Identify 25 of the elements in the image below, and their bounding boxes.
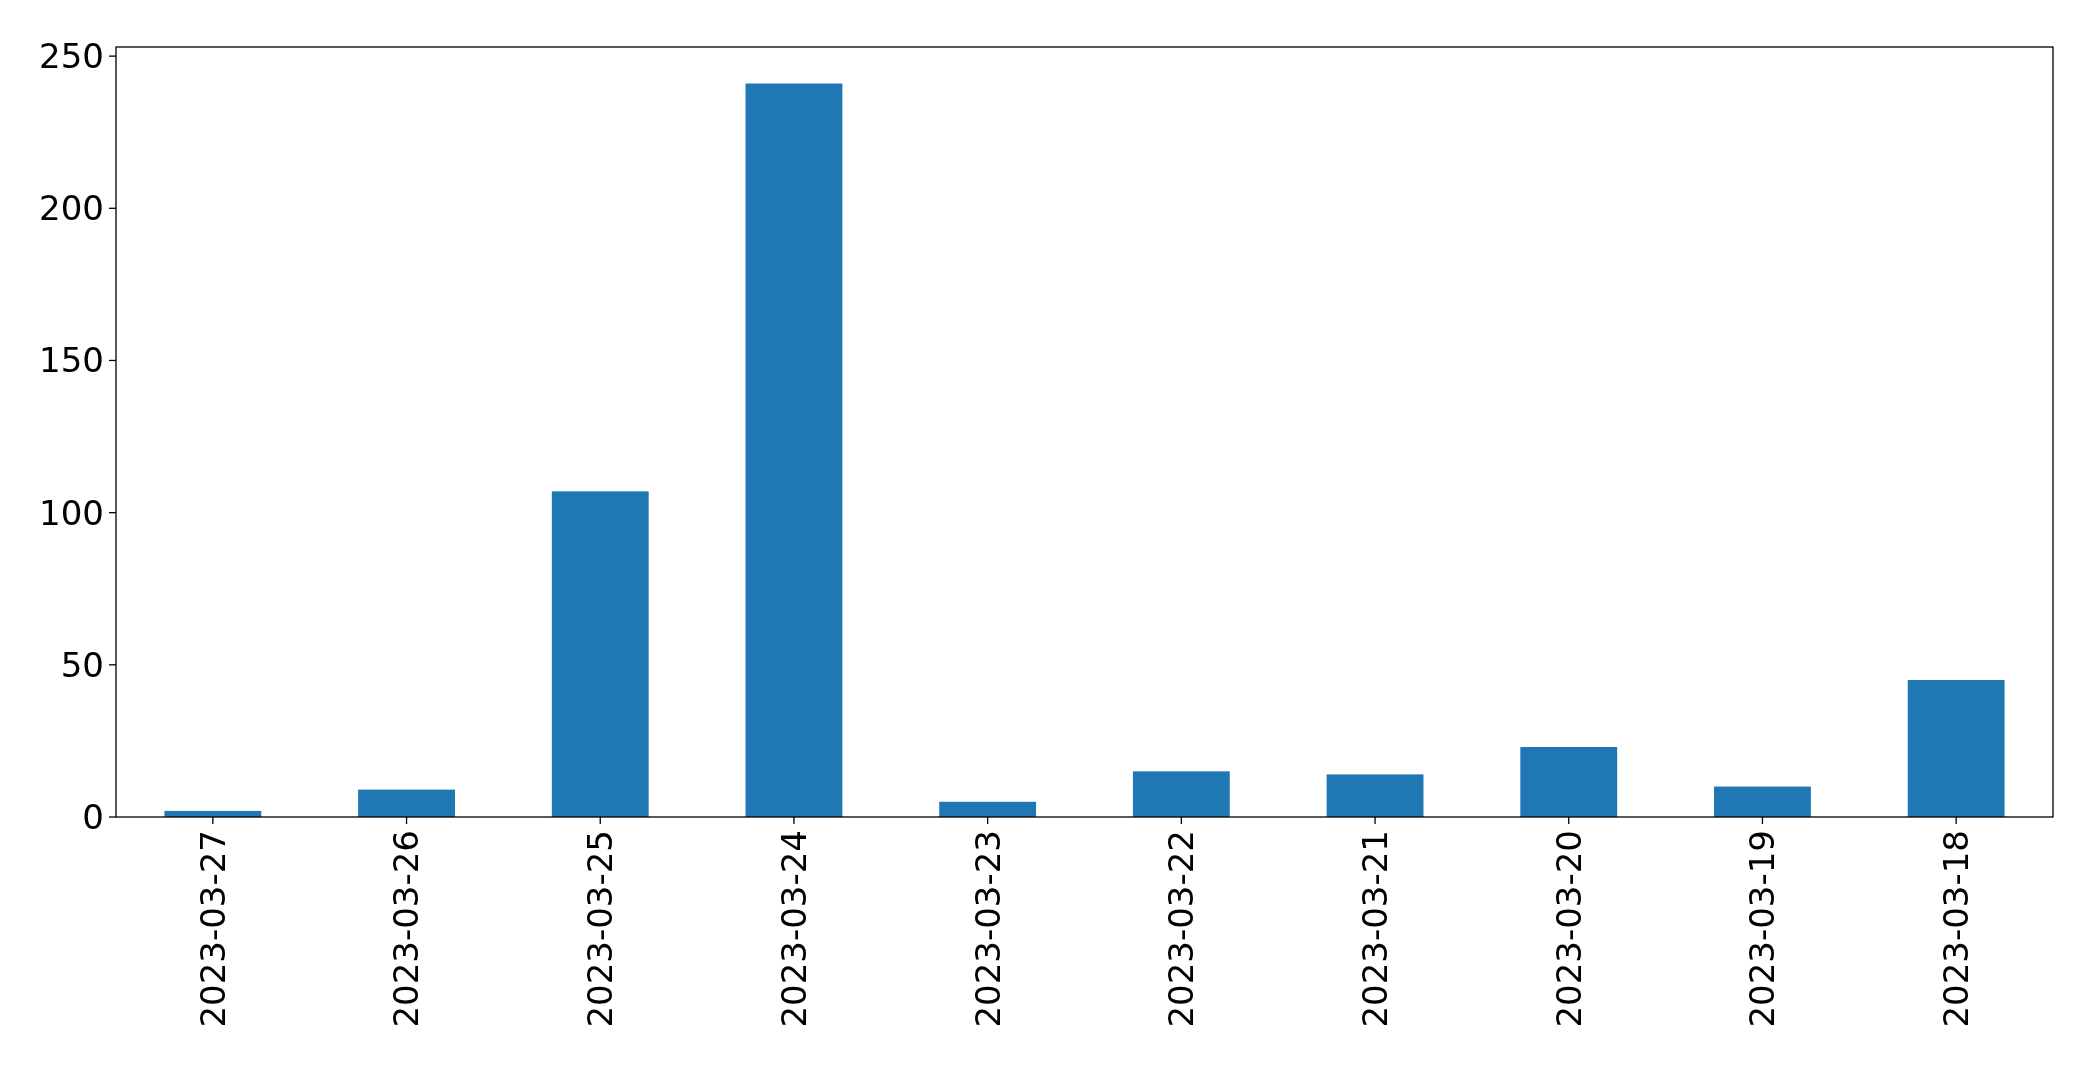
bar: [939, 801, 1037, 817]
y-tick-label: 100: [39, 492, 104, 533]
bar: [1714, 786, 1811, 817]
x-tick-label: 2023-03-23: [967, 830, 1008, 1028]
x-tick-label: 2023-03-26: [386, 830, 427, 1028]
x-tick-label: 2023-03-18: [1936, 830, 1977, 1028]
bar: [745, 83, 843, 817]
x-tick-label: 2023-03-25: [580, 830, 621, 1028]
x-tick-label: 2023-03-24: [773, 830, 814, 1028]
bar: [551, 491, 649, 817]
y-tick-label: 200: [39, 188, 104, 229]
bar: [1132, 771, 1230, 817]
bar: [358, 789, 455, 817]
x-tick-label: 2023-03-22: [1161, 830, 1202, 1028]
bar: [1520, 747, 1618, 817]
y-tick-label: 150: [39, 340, 104, 381]
y-tick-label: 250: [39, 36, 104, 77]
y-tick-label: 50: [60, 644, 104, 685]
x-tick-label: 2023-03-19: [1742, 830, 1783, 1028]
x-tick-label: 2023-03-27: [192, 830, 233, 1028]
bar: [1907, 680, 2005, 817]
x-tick-label: 2023-03-20: [1548, 830, 1589, 1028]
bar: [1326, 774, 1424, 817]
x-tick-label: 2023-03-21: [1354, 830, 1395, 1028]
y-tick-label: 0: [82, 796, 104, 837]
